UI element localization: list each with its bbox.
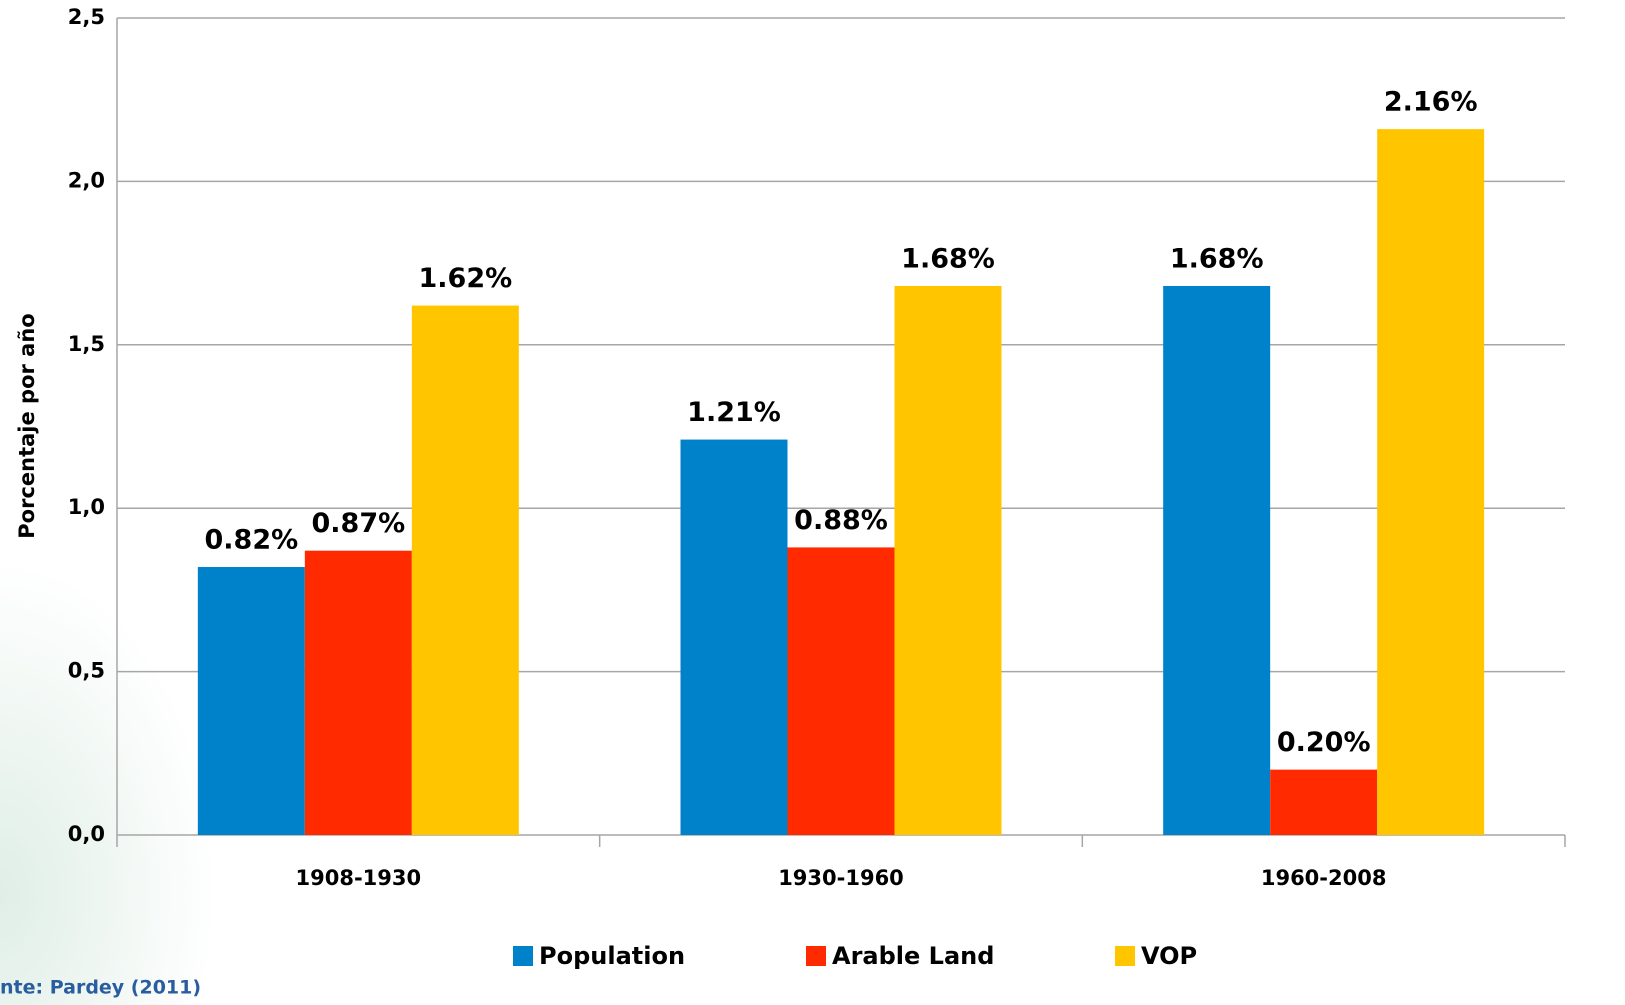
x-tick-label: 1908-1930 — [296, 866, 422, 890]
bar — [1270, 769, 1378, 835]
y-tick-label: 1,5 — [68, 332, 105, 356]
value-label: 0.88% — [794, 505, 888, 536]
x-tick-label: 1960-2008 — [1261, 866, 1387, 890]
bar — [787, 547, 895, 835]
value-label: 1.68% — [1170, 243, 1264, 274]
y-tick-label: 2,0 — [68, 168, 105, 192]
bar — [894, 285, 1002, 835]
y-tick-label: 2,5 — [68, 5, 105, 29]
source: nte: Pardey (2011) — [0, 977, 201, 999]
value-label: 1.62% — [418, 263, 512, 294]
legend-label: VOP — [1141, 942, 1197, 970]
x-tick-label: 1930-1960 — [778, 866, 904, 890]
bar — [197, 567, 305, 835]
bar — [304, 550, 412, 835]
bar — [1377, 129, 1485, 835]
y-tick-label: 0,0 — [68, 822, 105, 846]
value-label: 2.16% — [1384, 87, 1478, 118]
value-label: 1.68% — [901, 243, 995, 274]
bar — [1163, 285, 1271, 835]
y-tick-label: 0,5 — [68, 659, 105, 683]
legend-swatch — [806, 946, 826, 966]
legend-label: Arable Land — [832, 942, 994, 970]
legend-swatch — [513, 946, 533, 966]
legend-label: Population — [539, 942, 685, 970]
value-label: 1.21% — [687, 397, 781, 428]
y-axis-label: Porcentaje por año — [15, 313, 39, 538]
legend-swatch — [1115, 946, 1135, 966]
bar — [680, 439, 788, 835]
bar — [411, 305, 519, 836]
value-label: 0.87% — [311, 508, 405, 539]
value-label: 0.82% — [204, 525, 298, 556]
y-tick-label: 1,0 — [68, 495, 105, 519]
value-label: 0.20% — [1277, 727, 1371, 758]
